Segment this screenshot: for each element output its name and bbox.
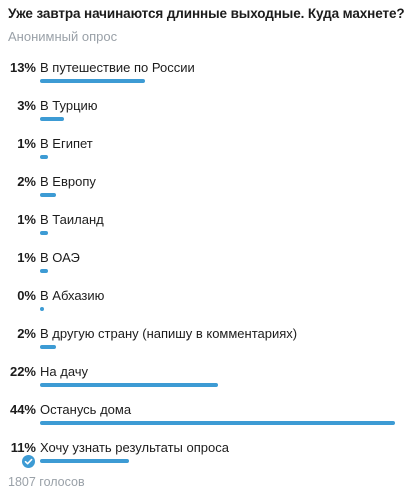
poll-option-bar <box>40 459 129 463</box>
poll-option-bar <box>40 383 218 387</box>
poll-option-label: В Таиланд <box>40 212 104 227</box>
poll-option: 1% В Египет <box>0 136 409 170</box>
poll-option-bar <box>40 269 48 273</box>
poll-option-label: На дачу <box>40 364 89 379</box>
poll-option-percent: 1% <box>17 136 36 151</box>
poll-option-percent: 3% <box>17 98 36 113</box>
poll-option: 1% В Таиланд <box>0 212 409 246</box>
poll-option-bar <box>40 155 48 159</box>
poll-option-percent: 44% <box>9 402 36 417</box>
poll-option-label: В Европу <box>40 174 96 189</box>
poll-option: 11% Хочу узнать результаты опроса <box>0 440 409 474</box>
poll-option: 13% В путешествие по России <box>0 60 409 94</box>
poll-option-bar <box>40 231 48 235</box>
poll-option: 22% На дачу <box>0 364 409 398</box>
poll-option-percent: 1% <box>17 212 36 227</box>
poll-option-label: В Абхазию <box>40 288 105 303</box>
poll-option-percent: 2% <box>17 326 36 341</box>
poll-option: 2% В другую страну (напишу в комментариях… <box>0 326 409 360</box>
poll-option-percent: 11% <box>10 440 36 455</box>
poll-option: 2% В Европу <box>0 174 409 208</box>
poll-option-percent: 1% <box>17 250 36 265</box>
poll-votes-count[interactable]: 1807 голосов <box>8 475 85 489</box>
poll-option-bar <box>40 421 395 425</box>
poll-option-bar <box>40 345 56 349</box>
poll-option: 1% В ОАЭ <box>0 250 409 284</box>
poll-option-percent: 22% <box>9 364 36 379</box>
poll-option-bar <box>40 307 44 311</box>
poll-option: 44% Останусь дома <box>0 402 409 436</box>
poll-option-label: В путешествие по России <box>40 60 195 75</box>
poll-option-label: Останусь дома <box>40 402 132 417</box>
poll-option-bar <box>40 117 64 121</box>
poll-type-label: Анонимный опрос <box>8 29 118 44</box>
poll-option-percent: 2% <box>17 174 36 189</box>
poll-option-label: В ОАЭ <box>40 250 80 265</box>
poll-option-label: В Египет <box>40 136 93 151</box>
poll-option-percent: 0% <box>17 288 36 303</box>
poll-option-label: В Турцию <box>40 98 98 113</box>
poll-option-bar <box>40 193 56 197</box>
poll-option: 3% В Турцию <box>0 98 409 132</box>
poll-option-bar <box>40 79 145 83</box>
poll-option-label: В другую страну (напишу в комментариях) <box>40 326 298 341</box>
poll-question: Уже завтра начинаются длинные выходные. … <box>8 6 405 21</box>
poll-option-percent: 13% <box>9 60 36 75</box>
poll-option-label: Хочу узнать результаты опроса <box>40 440 229 455</box>
check-circle-icon <box>22 455 35 468</box>
poll-option: 0% В Абхазию <box>0 288 409 322</box>
